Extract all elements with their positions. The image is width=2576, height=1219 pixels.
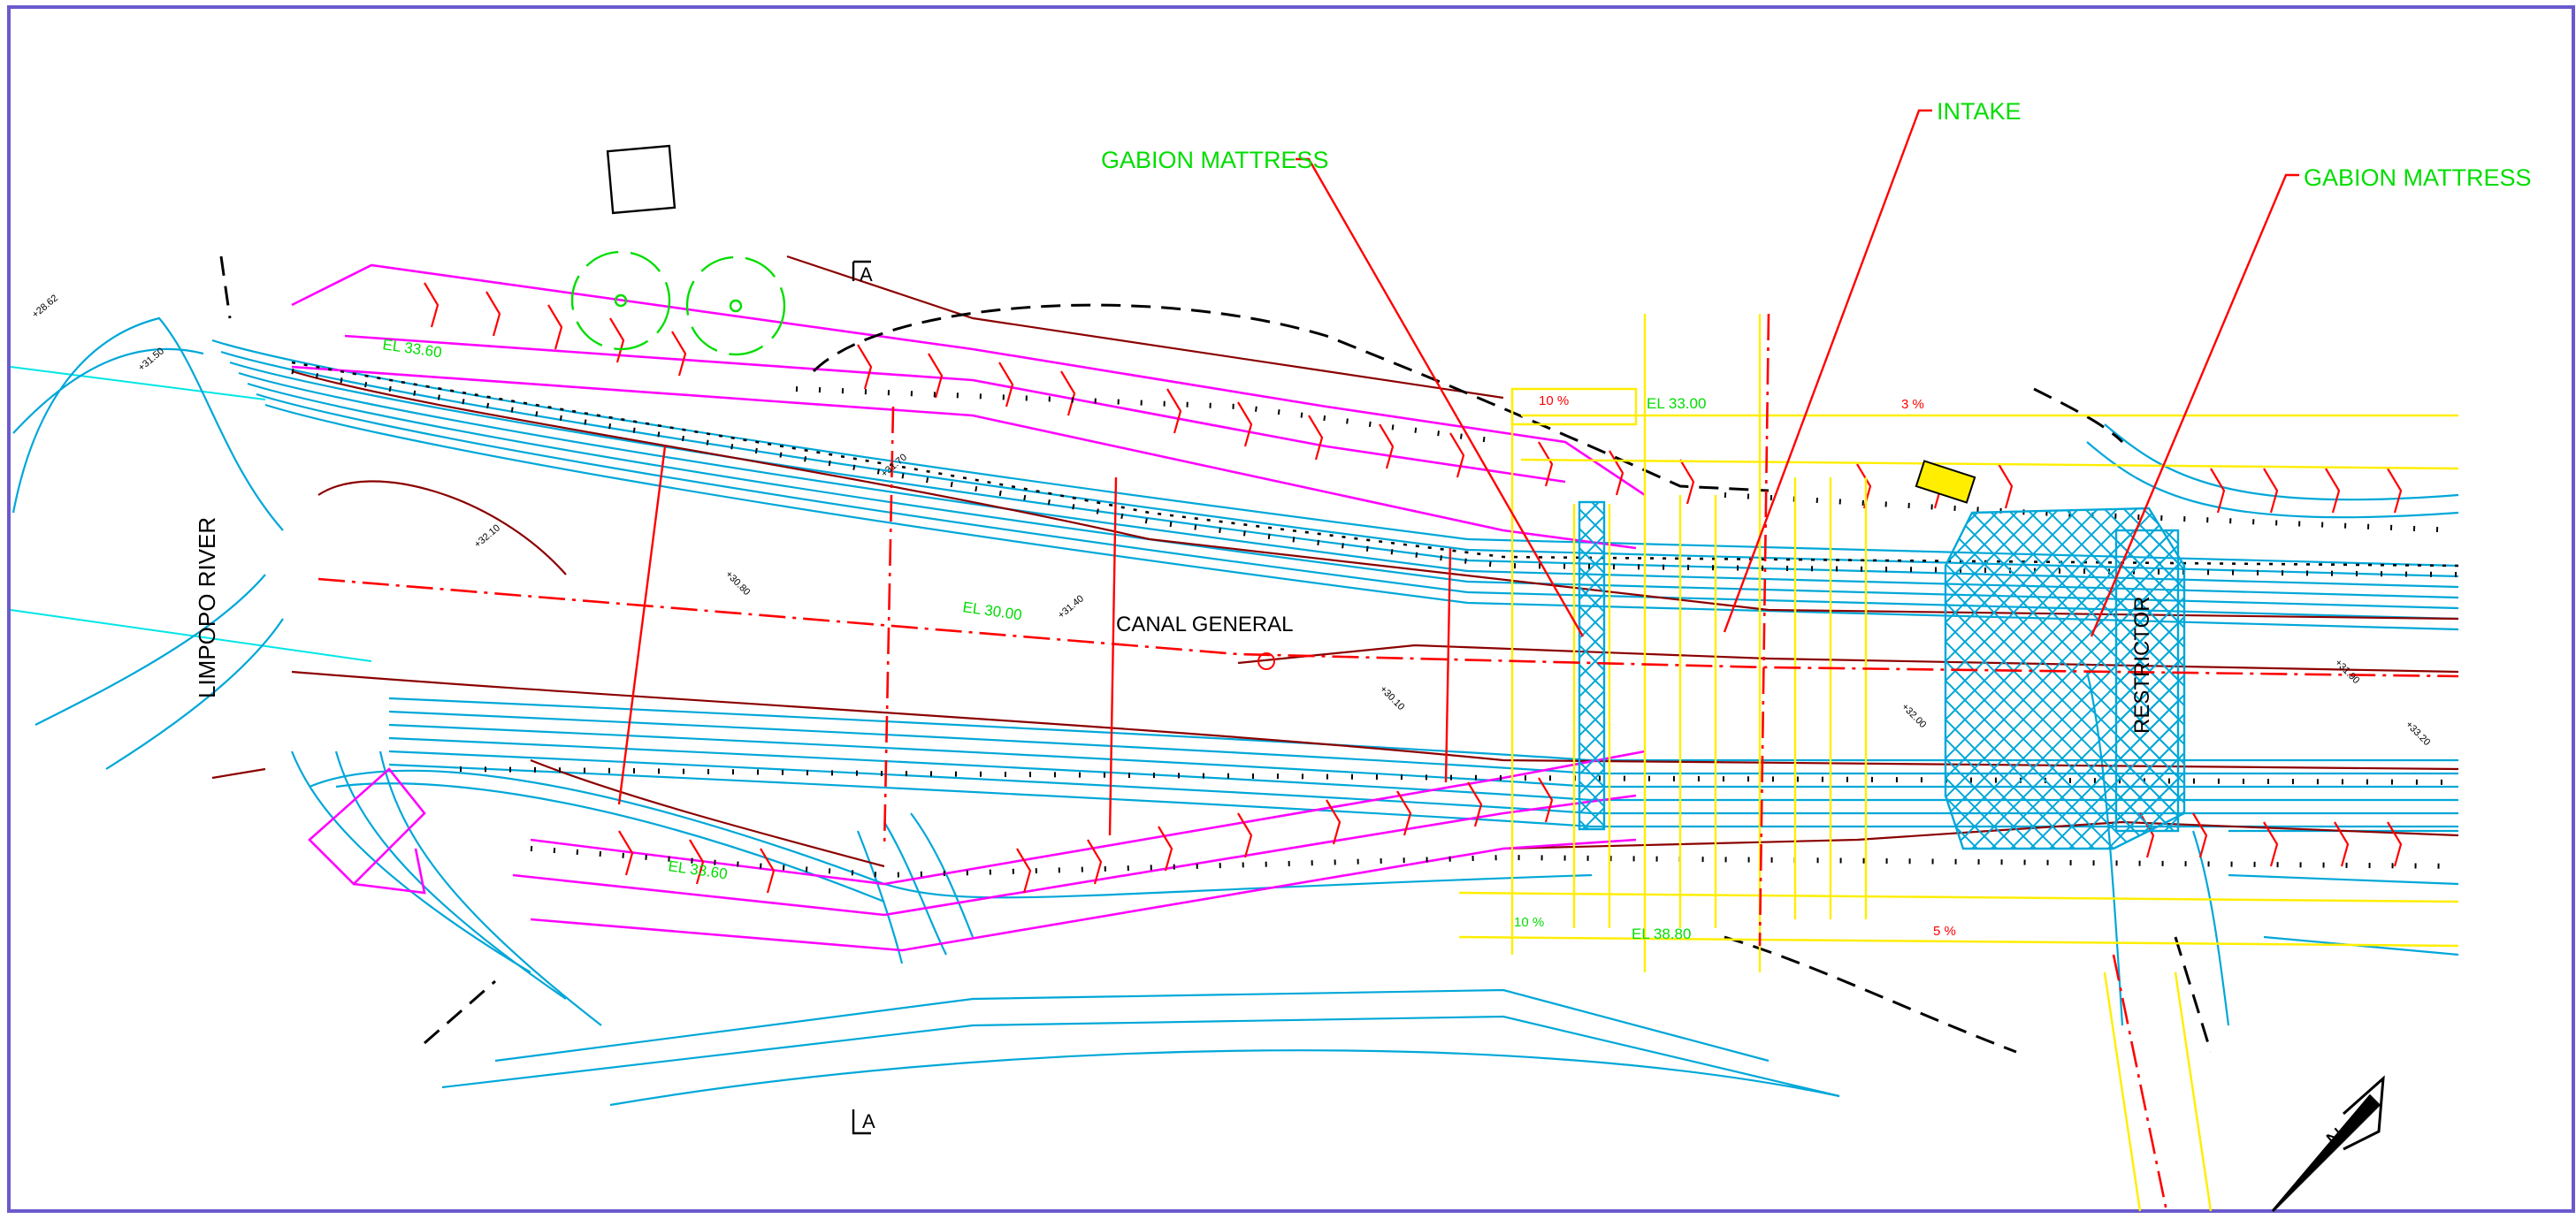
drawing-border — [7, 5, 2575, 1213]
slope-label-2: 3 % — [1901, 397, 1924, 412]
svg-text:+33.20: +33.20 — [2404, 720, 2432, 748]
elevation-top-left: EL 33.60 — [381, 336, 442, 361]
canal-centerline-marker — [1257, 652, 1275, 670]
north-arrow-icon — [2271, 1075, 2385, 1213]
section-marker-top: A — [860, 263, 873, 286]
restrictor-label: RESTRICTOR — [2130, 596, 2154, 734]
canal-label: CANAL GENERAL — [1116, 613, 1294, 636]
boundary-dashes — [219, 255, 2213, 1054]
embankment-markers — [424, 282, 2403, 894]
svg-text:+30.80: +30.80 — [723, 569, 752, 598]
svg-text:+31.90: +31.90 — [2333, 658, 2361, 686]
section-marker-bottom: A — [862, 1110, 875, 1132]
svg-text:+28.62: +28.62 — [30, 293, 60, 320]
svg-text:+30.10: +30.10 — [1378, 684, 1406, 712]
canal-centerline — [317, 313, 2459, 1212]
contour-lines — [11, 316, 2459, 1107]
slope-label-3: 10 % — [1514, 915, 1544, 930]
elevation-intake: EL 33.00 — [1647, 395, 1706, 412]
svg-text:+31.70: +31.70 — [879, 452, 909, 479]
svg-text:+31.40: +31.40 — [1056, 593, 1086, 621]
callout-gabion-mattress-right: GABION MATTRESS — [2304, 164, 2532, 191]
cross-section-lines — [617, 446, 1452, 836]
river-label: LIMPOPO RIVER — [194, 517, 220, 698]
embankment-outlines — [291, 263, 1646, 952]
elevation-bottom-right: EL 38.80 — [1632, 926, 1691, 942]
callout-leaders — [1296, 109, 2299, 637]
building-outline — [606, 144, 676, 215]
slope-label-4: 5 % — [1933, 924, 1956, 939]
tree-symbols — [570, 250, 786, 356]
svg-text:+32.10: +32.10 — [472, 522, 502, 550]
svg-text:+32.00: +32.00 — [1900, 702, 1928, 730]
hatched-structures — [1578, 500, 2186, 850]
callout-gabion-mattress-left: GABION MATTRESS — [1101, 147, 1329, 173]
access-road — [1458, 314, 2459, 1212]
slope-label-1: 10 % — [1539, 393, 1569, 408]
intake-gate-box — [1915, 460, 1976, 504]
channel-edge-ticks — [291, 361, 2459, 879]
callout-intake: INTAKE — [1937, 98, 2022, 125]
river-lines — [10, 366, 372, 662]
section-markers — [852, 260, 871, 1135]
elevation-mid: EL 30.00 — [961, 598, 1022, 623]
